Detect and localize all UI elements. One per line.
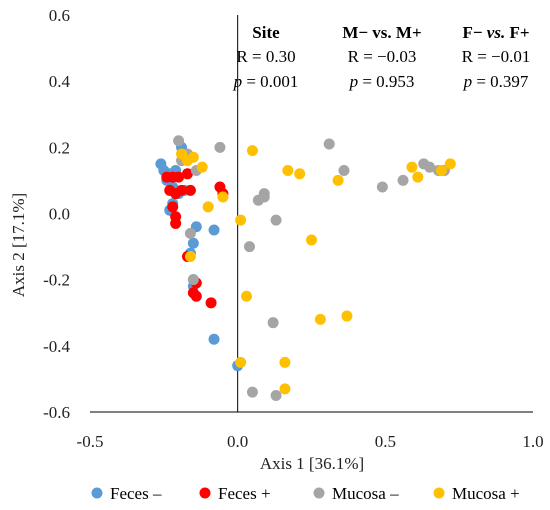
- legend-label: Feces –: [110, 484, 162, 503]
- data-point: [184, 227, 196, 239]
- legend-marker: [313, 487, 325, 499]
- axes: [90, 15, 533, 413]
- data-point: [167, 201, 179, 213]
- data-point: [294, 168, 306, 180]
- data-point: [190, 290, 202, 302]
- data-point: [332, 174, 344, 186]
- y-axis-title: Axis 2 [17.1%]: [9, 193, 28, 297]
- series-4: [176, 145, 456, 395]
- data-point: [279, 383, 291, 395]
- data-point: [306, 234, 317, 246]
- x-tick-labels: -0.5 0.0 0.5 1.0: [77, 432, 544, 451]
- stat-mm-r: R = −0.03: [348, 47, 417, 66]
- data-point: [444, 158, 456, 170]
- stat-ff-head: F− vs. F+: [462, 23, 529, 42]
- data-point: [173, 135, 185, 147]
- data-point: [424, 161, 436, 173]
- data-point: [323, 138, 335, 150]
- legend: Feces – Feces + Mucosa – Mucosa +: [91, 484, 520, 503]
- legend-label: Feces +: [218, 484, 271, 503]
- x-tick-label: 1.0: [522, 432, 543, 451]
- y-tick-label: -0.2: [43, 271, 70, 290]
- y-tick-label: 0.4: [49, 72, 71, 91]
- data-point: [282, 164, 294, 176]
- data-point: [243, 241, 255, 253]
- data-point: [341, 310, 353, 322]
- data-point: [235, 214, 247, 226]
- legend-marker: [91, 487, 103, 499]
- legend-label: Mucosa –: [332, 484, 399, 503]
- x-tick-label: 0.0: [227, 432, 248, 451]
- data-point: [267, 317, 279, 329]
- data-point: [338, 164, 350, 176]
- data-point: [176, 184, 188, 196]
- data-point: [187, 237, 199, 249]
- data-point: [406, 161, 418, 173]
- data-point: [412, 171, 424, 183]
- data-point: [205, 297, 217, 309]
- y-tick-label: -0.4: [43, 337, 70, 356]
- x-axis-title: Axis 1 [36.1%]: [260, 454, 364, 473]
- data-point: [187, 274, 199, 286]
- y-tick-label: 0.0: [49, 205, 70, 224]
- data-point: [246, 145, 258, 157]
- y-tick-labels: 0.6 0.4 0.2 0.0 -0.2 -0.4 -0.6: [43, 6, 70, 422]
- data-point: [187, 151, 199, 163]
- stats-annotation: Site R = 0.30 p = 0.001 M− vs. M+ R = −0…: [233, 23, 531, 91]
- y-tick-label: 0.2: [49, 138, 70, 157]
- stat-mm-head: M− vs. M+: [342, 23, 421, 42]
- data-point: [435, 164, 447, 176]
- stat-ff-p: p = 0.397: [463, 72, 529, 91]
- data-point: [184, 184, 196, 196]
- stat-mm-p: p = 0.953: [349, 72, 415, 91]
- y-tick-label: 0.6: [49, 6, 70, 25]
- data-point: [214, 141, 226, 153]
- data-point: [196, 161, 208, 173]
- data-point: [173, 171, 185, 183]
- data-points: [155, 135, 456, 401]
- x-tick-label: -0.5: [77, 432, 104, 451]
- data-point: [270, 389, 282, 401]
- data-point: [170, 217, 182, 229]
- data-point: [184, 251, 196, 263]
- series-3: [173, 135, 450, 401]
- stat-site-r: R = 0.30: [236, 47, 295, 66]
- data-point: [270, 214, 282, 226]
- data-point: [376, 181, 388, 193]
- data-point: [202, 201, 214, 213]
- data-point: [397, 174, 409, 186]
- legend-marker: [199, 487, 211, 499]
- data-point: [279, 356, 291, 368]
- data-point: [246, 386, 258, 398]
- data-point: [314, 313, 326, 325]
- legend-marker: [433, 487, 445, 499]
- legend-label: Mucosa +: [452, 484, 520, 503]
- x-tick-label: 0.5: [375, 432, 396, 451]
- data-point: [235, 356, 247, 368]
- stat-site-p: p = 0.001: [233, 72, 299, 91]
- data-point: [181, 168, 193, 180]
- data-point: [258, 188, 270, 200]
- data-point: [208, 224, 220, 236]
- y-tick-label: -0.6: [43, 403, 70, 422]
- data-point: [208, 333, 220, 345]
- data-point: [241, 290, 253, 302]
- stat-site-head: Site: [252, 23, 280, 42]
- stat-ff-r: R = −0.01: [462, 47, 531, 66]
- data-point: [217, 191, 229, 203]
